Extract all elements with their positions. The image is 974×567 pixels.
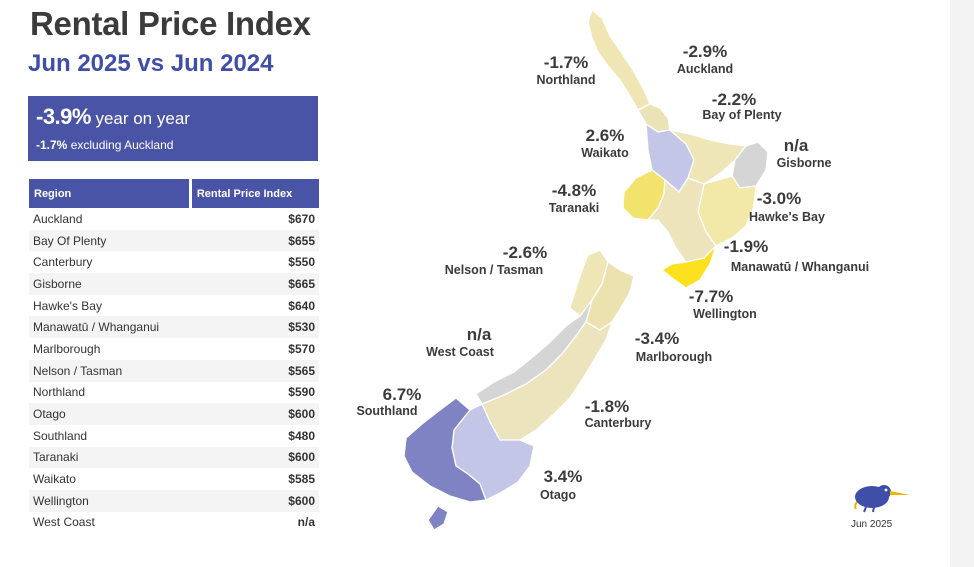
waikato-label: Waikato (581, 146, 629, 160)
region-cell: Waikato (33, 472, 76, 487)
southland-label: Southland (356, 404, 417, 418)
price-cell: $530 (190, 316, 319, 339)
region-cell: Manawatū / Whanganui (29, 316, 191, 339)
table-row: Gisborne $665 (29, 273, 319, 295)
rental-price-table: Region Rental Price Index Auckland $670 B… (29, 179, 319, 533)
price-cell: $600 (190, 446, 319, 469)
table-row: Nelson / Tasman $565 (29, 359, 319, 382)
price-cell: $570 (288, 341, 315, 356)
otago-label: Otago (540, 488, 576, 502)
yoy-label: year on year (95, 109, 190, 128)
table-row: Auckland $670 (29, 208, 319, 230)
price-cell: $640 (288, 298, 315, 313)
canterbury-change: -1.8% (585, 397, 629, 416)
wellington-label: Wellington (693, 307, 757, 321)
auckland-label: Auckland (677, 62, 733, 76)
table-row: Taranaki $600 (29, 446, 319, 469)
region-cell: Wellington (29, 489, 191, 512)
table-row: Canterbury $550 (29, 251, 319, 273)
table-row: Wellington $600 (29, 489, 319, 512)
gisborne-label: Gisborne (777, 156, 832, 170)
yoy-value: -3.9% (36, 104, 91, 129)
marlborough-change: -3.4% (635, 329, 679, 348)
table-row: Otago $600 (29, 403, 319, 425)
region-cell: Canterbury (33, 255, 93, 270)
region-cell: Hawke's Bay (33, 298, 102, 313)
report-month: Jun 2025 (851, 519, 893, 530)
region-wellington (661, 245, 717, 289)
region-stewart-island (427, 505, 449, 531)
header-rental-price-index: Rental Price Index (188, 179, 319, 208)
table-row: Southland $480 (29, 425, 319, 447)
price-cell: n/a (297, 515, 315, 530)
region-bay-of-plenty (669, 129, 747, 185)
manawatu-change: -1.9% (724, 237, 768, 256)
bay-of-plenty-change: -2.2% (712, 90, 756, 109)
header-region: Region (29, 179, 191, 208)
region-cell: Northland (33, 385, 86, 400)
canterbury-label: Canterbury (585, 416, 652, 430)
region-cell: Marlborough (33, 341, 101, 356)
region-cell: Southland (33, 428, 88, 443)
price-cell: $550 (288, 255, 315, 270)
region-cell: Taranaki (29, 446, 191, 469)
price-cell: $600 (190, 403, 319, 425)
price-cell: $565 (190, 359, 319, 382)
table-row: Manawatū / Whanganui $530 (29, 316, 319, 339)
region-cell: Otago (29, 403, 191, 425)
region-northland (587, 9, 651, 111)
table-row: Waikato $585 (29, 468, 319, 490)
west-coast-change: n/a (467, 325, 492, 344)
hawkes-bay-change: -3.0% (757, 189, 801, 208)
page-subtitle: Jun 2025 vs Jun 2024 (28, 50, 274, 77)
marlborough-label: Marlborough (636, 350, 712, 364)
nelson-tasman-label: Nelson / Tasman (445, 263, 543, 277)
bay-of-plenty-label: Bay of Plenty (702, 108, 781, 122)
region-cell: Gisborne (29, 273, 191, 295)
wellington-change: -7.7% (689, 287, 733, 306)
table-row: Hawke's Bay $640 (29, 295, 319, 317)
price-cell: $665 (190, 273, 319, 295)
otago-change: 3.4% (544, 467, 583, 486)
manawatu-label: Manawatū / Whanganui (731, 260, 869, 274)
region-cell: West Coast (33, 515, 95, 530)
table-row: Marlborough $570 (29, 338, 319, 360)
price-cell: $655 (190, 229, 319, 252)
price-cell: $600 (190, 489, 319, 512)
hawkes-bay-label: Hawke's Bay (749, 210, 825, 224)
region-cell: Auckland (33, 211, 83, 226)
west-coast-label: West Coast (426, 345, 495, 359)
price-cell: $480 (288, 428, 315, 443)
rental-report-page: Rental Price Index Jun 2025 vs Jun 2024 … (0, 0, 950, 567)
new-zealand-map: -1.7% Northland -2.9% Auckland -2.2% Bay… (356, 9, 869, 531)
northland-change: -1.7% (544, 53, 588, 72)
southland-change: 6.7% (383, 385, 422, 404)
auckland-change: -2.9% (683, 42, 727, 61)
table-row: Northland $590 (29, 382, 319, 404)
northland-label: Northland (536, 73, 595, 87)
nelson-tasman-change: -2.6% (503, 243, 547, 262)
kiwi-bird-icon (854, 485, 910, 513)
excl-auckland-value: -1.7% (36, 138, 68, 152)
taranaki-change: -4.8% (552, 181, 596, 200)
excl-auckland-label: excluding Auckland (70, 138, 174, 152)
region-auckland (637, 103, 671, 133)
price-cell: $585 (288, 472, 315, 487)
region-cell: Bay Of Plenty (29, 229, 191, 252)
gisborne-change: n/a (784, 136, 809, 155)
page-title: Rental Price Index (30, 5, 311, 42)
region-cell: Nelson / Tasman (29, 359, 191, 382)
price-cell: $670 (288, 211, 315, 226)
table-row: Bay Of Plenty $655 (29, 229, 319, 252)
region-southland (403, 397, 487, 503)
table-row: West Coast n/a (29, 512, 319, 534)
table-header-row: Region Rental Price Index (29, 179, 319, 208)
price-cell: $590 (288, 385, 315, 400)
taranaki-label: Taranaki (549, 201, 600, 215)
waikato-change: 2.6% (586, 126, 625, 145)
map-labels: -1.7% Northland -2.9% Auckland -2.2% Bay… (356, 42, 869, 502)
year-on-year-summary: -3.9% year on year -1.7% excluding Auckl… (28, 96, 318, 161)
